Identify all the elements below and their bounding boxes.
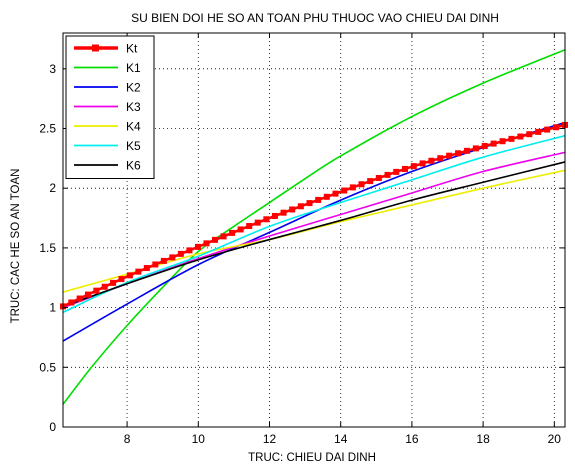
legend-k4-label: K4 [126, 120, 141, 134]
plot-frame [62, 32, 566, 428]
legend: Kt K1 K2 K3 K4 K5 K6 [65, 35, 155, 179]
series-kt-marker [358, 181, 365, 188]
series-kt-marker [553, 124, 560, 131]
series-kt-marker [472, 145, 479, 152]
series-kt-marker [323, 193, 330, 200]
x-tick-label: 16 [405, 432, 419, 446]
series-kt-marker [419, 160, 426, 167]
series-kt-marker [263, 216, 270, 223]
series-kt-marker [315, 196, 322, 203]
x-tick-label: 10 [192, 432, 206, 446]
series-kt-marker [160, 257, 167, 264]
series-kt-marker [220, 233, 227, 240]
legend-k3-label: K3 [126, 100, 141, 114]
series-layer [60, 48, 568, 405]
series-kt-marker [85, 291, 92, 298]
series-k6-line [62, 161, 566, 308]
series-kt-marker [254, 219, 261, 226]
series-kt-marker [118, 276, 125, 283]
series-kt-marker [169, 254, 176, 261]
series-kt-marker [246, 223, 253, 230]
y-tick-label: 1 [49, 301, 56, 315]
series-kt-marker [446, 152, 453, 159]
series-kt-marker [211, 236, 218, 243]
series-kt-marker [402, 165, 409, 172]
chart-title: SU BIEN DOI HE SO AN TOAN PHU THUOC VAO … [131, 11, 499, 25]
series-kt-marker [306, 200, 313, 207]
series-kt-marker [126, 272, 133, 279]
series-kt-marker [544, 126, 551, 133]
series-kt-marker [237, 226, 244, 233]
series-kt-marker [194, 243, 201, 250]
y-tick-label: 2 [49, 181, 56, 195]
legend-k5-label: K5 [126, 139, 141, 153]
series-kt-marker [375, 174, 382, 181]
series-kt-marker [110, 279, 117, 286]
x-tick-label: 20 [548, 432, 562, 446]
series-kt-marker [526, 131, 533, 138]
x-tick-label: 12 [263, 432, 277, 446]
series-kt-marker [463, 147, 470, 154]
series-kt-marker [229, 229, 236, 236]
series-kt-marker [271, 212, 278, 219]
series-kt-marker [428, 157, 435, 164]
series-k1-line [62, 48, 566, 405]
x-tick-label: 8 [124, 432, 131, 446]
series-kt-marker [393, 168, 400, 175]
series-kt-marker [203, 240, 210, 247]
y-tick-label: 1.5 [39, 241, 56, 255]
grid [63, 33, 565, 428]
series-kt-marker [280, 209, 287, 216]
series-kt-marker [499, 138, 506, 145]
series-kt-marker [367, 178, 374, 185]
series-kt-marker [349, 184, 356, 191]
series-kt-marker [186, 247, 193, 254]
y-tick-label: 2.5 [39, 122, 56, 136]
series-kt-marker [152, 261, 159, 268]
x-tick-label: 18 [476, 432, 490, 446]
series-kt-marker [68, 299, 75, 306]
series-kt-marker [76, 295, 83, 302]
y-tick-label: 3 [49, 62, 56, 76]
series-kt-marker [135, 268, 142, 275]
legend-kt-label: Kt [126, 42, 138, 56]
series-kt-marker [410, 163, 417, 170]
series-kt-marker [481, 142, 488, 149]
series-kt-marker [289, 206, 296, 213]
series-kt-marker [332, 190, 339, 197]
x-tick-label: 14 [334, 432, 348, 446]
series-kt-marker [143, 265, 150, 272]
y-axis-title: TRUC: CAC HE SO AN TOAN [10, 169, 22, 324]
series-kt-marker [101, 283, 108, 290]
y-tick-label: 0 [49, 420, 56, 434]
series-k5-line [62, 134, 566, 314]
legend-k2-label: K2 [126, 81, 141, 95]
series-kt-marker [341, 187, 348, 194]
series-kt-marker [177, 250, 184, 257]
x-axis: 8 10 12 14 16 18 20 [124, 33, 562, 446]
series-kt-marker [517, 133, 524, 140]
series-kt-marker [297, 203, 304, 210]
series-kt-marker [455, 150, 462, 157]
y-axis: 0 0.5 1 1.5 2 2.5 3 [39, 62, 565, 434]
series-kt-marker [490, 140, 497, 147]
series-kt-marker [384, 171, 391, 178]
series-kt-marker [93, 287, 100, 294]
series-kt-marker [437, 155, 444, 162]
legend-k6-label: K6 [126, 159, 141, 173]
x-axis-title: TRUC: CHIEU DAI DINH [248, 452, 376, 464]
series-kt-marker [508, 135, 515, 142]
series-kt-marker [535, 128, 542, 135]
y-tick-label: 0.5 [39, 360, 56, 374]
legend-kt-marker [92, 44, 99, 52]
legend-k1-label: K1 [126, 61, 141, 75]
